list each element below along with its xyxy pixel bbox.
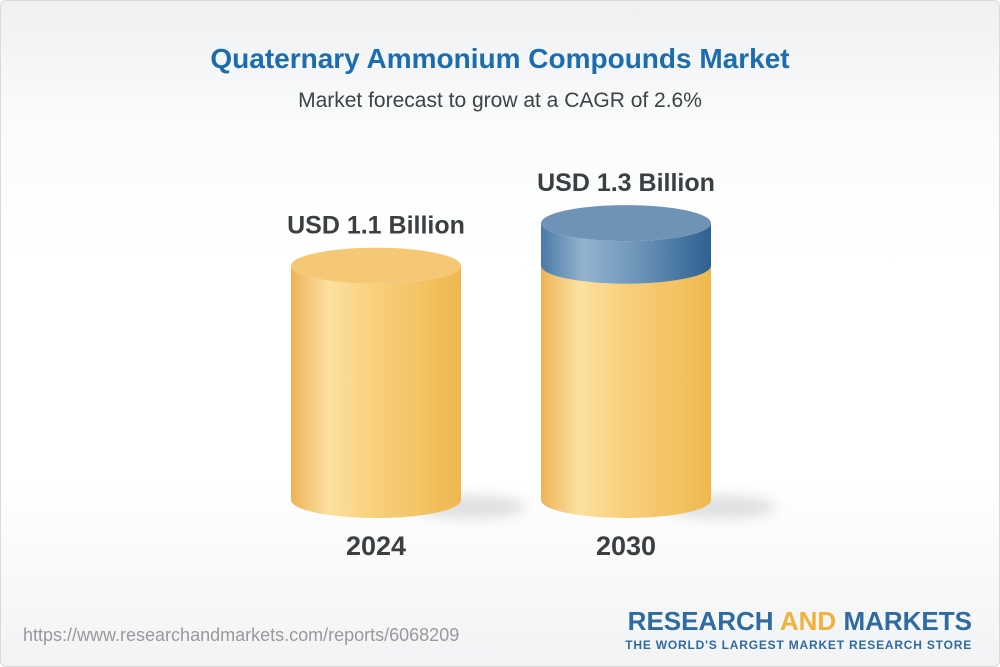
cylinder-top-2024 (291, 247, 461, 284)
logo-word-research: RESEARCH (627, 606, 774, 636)
cylinder-segment-blue-2030 (541, 223, 711, 284)
report-url[interactable]: https://www.researchandmarkets.com/repor… (23, 625, 460, 645)
cylinder-top-2030 (541, 205, 711, 242)
cylinder-segment-gold-2024 (291, 265, 461, 518)
logo-word-and: AND (779, 606, 837, 636)
logo-tagline: THE WORLD'S LARGEST MARKET RESEARCH STOR… (625, 638, 972, 652)
logo-word-markets: MARKETS (843, 606, 972, 636)
value-label-2030: USD 1.3 Billion (537, 169, 715, 197)
year-label-2024: 2024 (346, 531, 406, 561)
logo-wordmark: RESEARCH AND MARKETS (625, 608, 972, 634)
page-subtitle: Market forecast to grow at a CAGR of 2.6… (298, 89, 702, 112)
value-label-2024: USD 1.1 Billion (287, 212, 465, 240)
research-and-markets-logo[interactable]: RESEARCH AND MARKETS THE WORLD'S LARGEST… (625, 608, 972, 651)
year-label-2030: 2030 (596, 531, 656, 561)
page-title: Quaternary Ammonium Compounds Market (210, 43, 790, 74)
cylinder-segment-gold-2030 (541, 265, 711, 518)
